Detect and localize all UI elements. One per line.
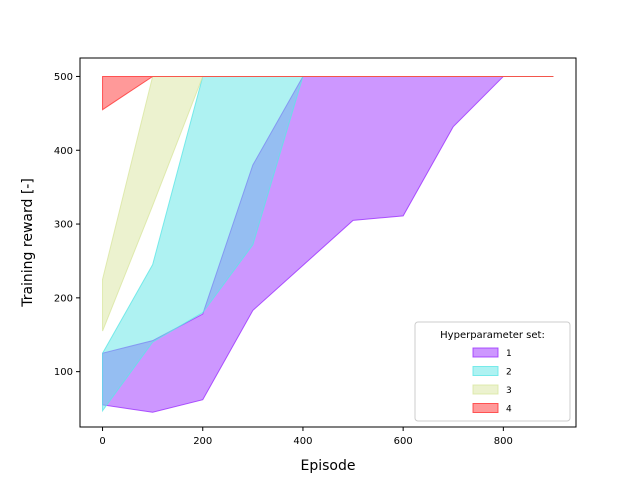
series-layer <box>102 75 554 413</box>
y-tick-label: 400 <box>54 146 73 157</box>
y-axis: 100 200 300 400 500 <box>54 72 80 378</box>
y-tick-label: 300 <box>54 220 73 231</box>
x-axis-label: Episode <box>301 458 356 474</box>
legend-swatch-2 <box>472 366 499 376</box>
legend-label-4: 4 <box>506 405 512 415</box>
legend-swatch-3 <box>472 384 499 395</box>
y-tick-label: 200 <box>54 293 73 304</box>
plot-frame <box>79 57 577 428</box>
legend-label-1: 1 <box>506 349 512 359</box>
legend-swatch-4 <box>472 403 499 413</box>
legend-swatch-1 <box>472 347 499 358</box>
legend: Hyperparameter set: 1 2 3 4 <box>414 321 571 422</box>
x-tick-label: 400 <box>293 436 312 447</box>
legend-items: 1 2 3 4 <box>472 347 512 415</box>
y-axis-label: Training reward [-] <box>20 178 36 308</box>
area-series-4 <box>102 75 554 111</box>
y-tick-label: 100 <box>54 367 73 378</box>
x-tick-label: 600 <box>394 436 413 447</box>
x-tick-label: 200 <box>193 436 212 447</box>
legend-title: Hyperparameter set: <box>440 330 545 341</box>
x-axis: 0 200 400 600 800 <box>99 427 513 447</box>
legend-label-3: 3 <box>506 386 512 396</box>
y-tick-label: 500 <box>54 72 73 83</box>
x-tick-label: 0 <box>99 436 105 447</box>
legend-label-2: 2 <box>506 368 512 378</box>
x-tick-label: 800 <box>494 436 513 447</box>
